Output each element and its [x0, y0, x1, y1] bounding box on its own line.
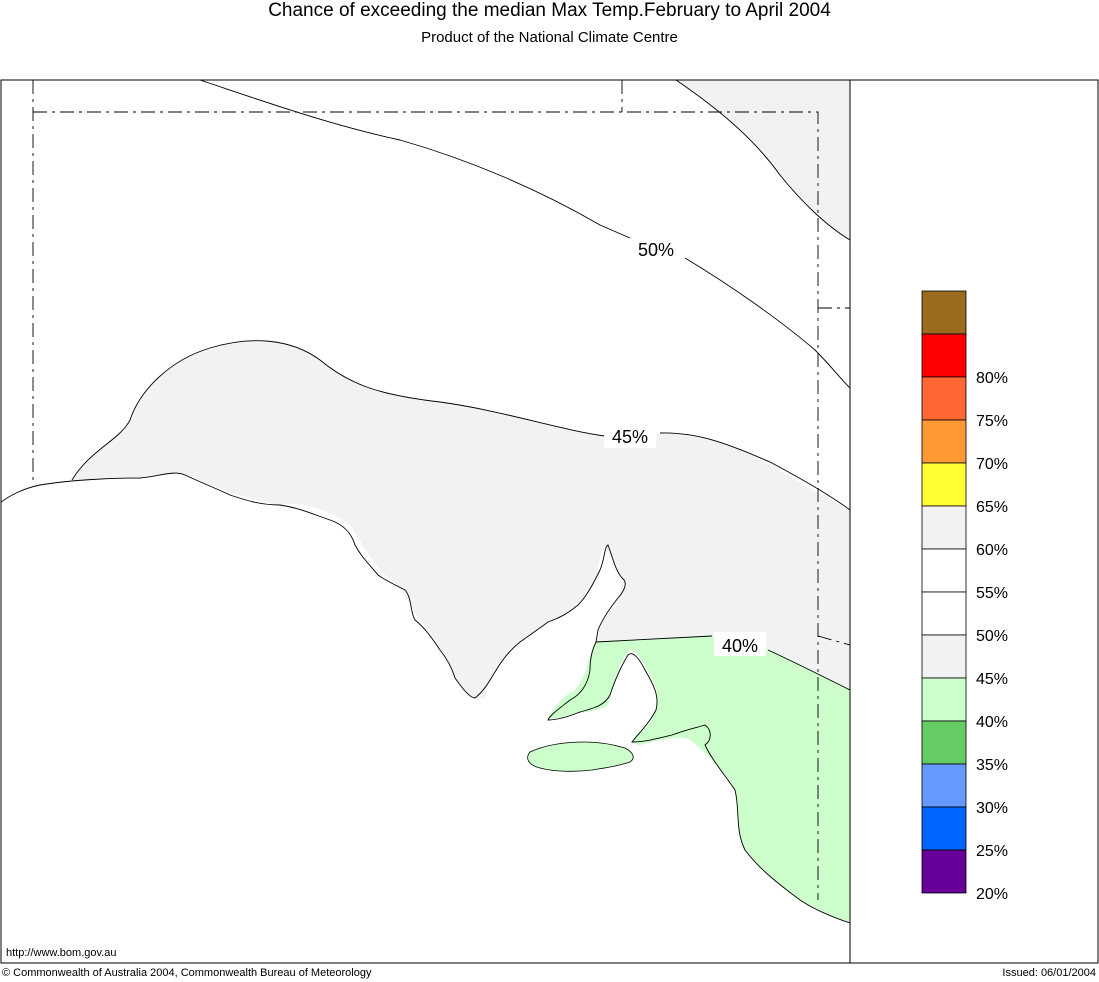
shade-35-40-region — [548, 636, 850, 923]
contour-upper-right — [675, 80, 850, 241]
legend-label: 20% — [976, 886, 1008, 903]
coastline — [1, 472, 626, 699]
legend: 80% 75% 70% 65% 60% 55% 50% 45% 40% 35% 30% 25% 20% — [921, 290, 1008, 903]
contour-45 — [71, 340, 850, 511]
legend-swatch — [921, 763, 967, 808]
legend-label: 25% — [976, 843, 1008, 860]
state-border — [32, 80, 850, 900]
outer-frame — [0, 79, 1099, 964]
legend-label: 40% — [976, 714, 1008, 731]
kangaroo-island-green — [527, 741, 634, 772]
contour-40 — [595, 635, 850, 691]
bom-url: http://www.bom.gov.au — [6, 947, 117, 959]
legend-swatch — [921, 634, 967, 679]
legend-swatch — [921, 505, 967, 550]
legend-label: 50% — [976, 628, 1008, 645]
legend-swatch — [921, 806, 967, 851]
shade-45-55-region — [72, 340, 850, 698]
legend-label: 65% — [976, 499, 1008, 516]
legend-label: 45% — [976, 671, 1008, 688]
issued-date: Issued: 06/01/2004 — [1002, 967, 1096, 979]
legend-label: 30% — [976, 800, 1008, 817]
legend-label: 55% — [976, 585, 1008, 602]
legend-swatch — [921, 462, 967, 507]
legend-label: 75% — [976, 413, 1008, 430]
legend-swatch — [921, 677, 967, 722]
map-subtitle: Product of the National Climate Centre — [421, 29, 678, 46]
legend-label: 35% — [976, 757, 1008, 774]
contour-50 — [199, 80, 850, 389]
map-area: 50% 45% 40% — [1, 80, 850, 924]
contour-label-40: 40% — [722, 636, 758, 656]
legend-label: 60% — [976, 542, 1008, 559]
legend-swatch — [921, 548, 967, 593]
legend-label: 80% — [976, 370, 1008, 387]
gulf-coastline — [547, 641, 850, 924]
legend-swatch — [921, 419, 967, 464]
legend-swatch — [921, 720, 967, 765]
shade-upper-right-region — [676, 80, 850, 240]
legend-swatch — [921, 333, 967, 378]
contour-label-45: 45% — [612, 427, 648, 447]
legend-swatch — [921, 591, 967, 636]
legend-swatch — [921, 376, 967, 421]
contour-label-50: 50% — [638, 240, 674, 260]
legend-swatch — [921, 849, 967, 894]
map-title: Chance of exceeding the median Max Temp.… — [268, 0, 831, 21]
legend-label: 70% — [976, 456, 1008, 473]
legend-swatch — [921, 290, 967, 335]
copyright-text: © Commonwealth of Australia 2004, Common… — [2, 967, 372, 979]
